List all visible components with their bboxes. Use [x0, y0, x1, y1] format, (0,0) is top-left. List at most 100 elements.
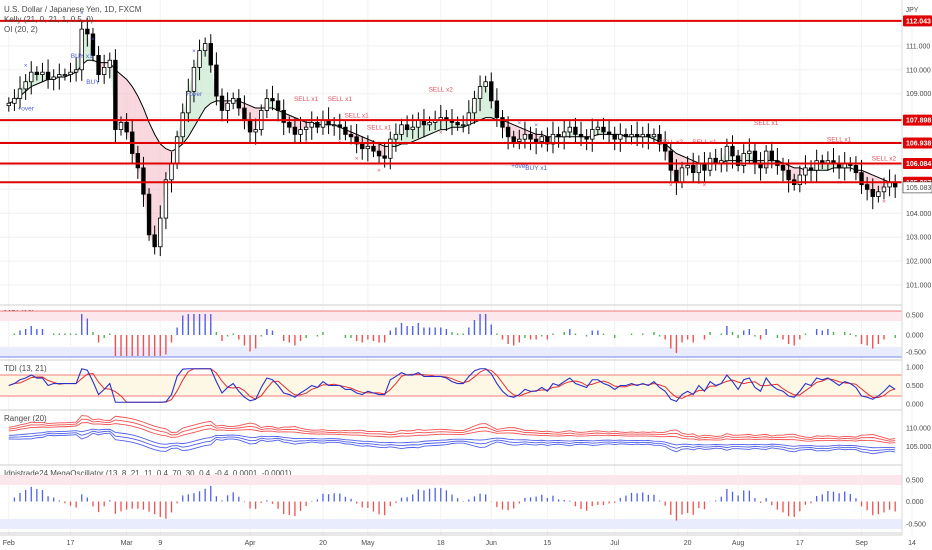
candle-body	[786, 169, 791, 181]
candle-body	[348, 133, 354, 138]
candle-body	[752, 150, 758, 164]
candle-body	[629, 133, 634, 138]
indicator-pane-1: TDI (13, 21)	[0, 364, 902, 411]
candle-body	[696, 162, 702, 174]
candle-body	[331, 124, 337, 127]
signal-label: SELL x2	[872, 156, 897, 163]
candle-body	[489, 81, 494, 102]
candle-body	[881, 186, 887, 193]
candle-body	[23, 81, 28, 90]
candle-body	[68, 71, 73, 75]
time-tick-label: 17	[796, 540, 804, 547]
indicator-panes[interactable]: MSI (10) TDI (13, 21) Ranger (20) Idnistrad…	[0, 309, 902, 534]
candle-body	[12, 98, 17, 104]
time-tick-label: 17	[67, 540, 75, 547]
candle-body	[741, 153, 746, 166]
candle-body	[124, 122, 129, 133]
candle-body	[399, 124, 404, 135]
candle-body	[724, 145, 730, 162]
upper-band	[0, 311, 902, 321]
candle-body	[236, 98, 242, 109]
signal-x-mark: ×	[80, 10, 84, 17]
candle-body	[668, 150, 673, 171]
level-badge-label: 107.898	[906, 118, 931, 125]
candle-body	[562, 131, 567, 138]
time-tick-label: 20	[319, 540, 327, 547]
candle-body	[640, 133, 645, 138]
level-badge	[903, 15, 932, 27]
candle-body	[253, 129, 258, 133]
time-tick-label: Feb	[3, 540, 15, 547]
ranger-band-line	[8, 432, 896, 455]
cloud-segment	[485, 81, 492, 118]
candle-body	[62, 74, 68, 76]
ranger-band-line	[8, 430, 896, 452]
cloud-segment	[121, 74, 127, 132]
candle-body	[180, 112, 185, 138]
currency-label: JPY	[906, 7, 919, 14]
time-tick-label: Mar	[121, 540, 134, 547]
candle-body	[573, 126, 578, 135]
candle-body	[685, 165, 690, 169]
candle-body	[634, 133, 640, 138]
pane-title: Ranger (20)	[4, 414, 47, 423]
candle-body	[427, 122, 432, 126]
ranger-band-line	[8, 415, 896, 440]
candle-body	[343, 126, 348, 135]
candle-body	[191, 67, 197, 92]
level-badge-label: 106.084	[906, 161, 931, 168]
candle-body	[197, 50, 202, 68]
candle-body	[337, 124, 342, 128]
candle-body	[247, 119, 253, 133]
signal-label: BUY x1	[71, 53, 93, 60]
candle-body	[522, 133, 528, 140]
candle-body	[859, 172, 864, 185]
candle-body	[533, 138, 539, 142]
candle-body	[320, 119, 326, 128]
candle-body	[40, 71, 45, 75]
candle-body	[870, 188, 875, 197]
pane-tick-label: 0.000	[906, 499, 924, 506]
cloud-segment	[496, 117, 503, 128]
candle-body	[6, 102, 12, 107]
candle-body	[152, 234, 157, 248]
cloud-segment	[272, 100, 279, 111]
price-axis[interactable]: 111.000110.000109.000108.000107.000106.0…	[901, 0, 932, 535]
candle-body	[472, 98, 477, 114]
signal-label: SELL x2	[429, 86, 454, 93]
candle-body	[158, 217, 163, 248]
pane-tick-label: -0.500	[906, 350, 926, 357]
candle-body	[146, 193, 152, 236]
time-tick-label: Jun	[486, 540, 497, 547]
signal-x-mark: ×	[703, 182, 707, 189]
candle-body	[45, 71, 51, 80]
candle-body	[163, 179, 169, 219]
last-price-badge	[902, 181, 932, 194]
candle-body	[780, 165, 786, 171]
time-axis[interactable]: Feb 17 Mar 9 Apr 20 May 18 Jun 15 Jul 20 Aug 17 Sep 14	[0, 534, 916, 547]
candle-body	[287, 122, 292, 128]
cloud-segment	[519, 127, 525, 140]
candle-body	[623, 133, 629, 138]
candle-body	[85, 28, 90, 35]
pane-tick-label: 0.500	[906, 313, 924, 320]
candle-body	[528, 133, 533, 140]
candle-body	[735, 155, 741, 166]
signal-label: BUY x1	[525, 165, 547, 172]
cloud-segment	[682, 155, 688, 168]
candle-body	[410, 126, 415, 130]
signal-label: BUY	[86, 79, 100, 86]
candle-body	[567, 126, 573, 133]
candle-body	[360, 143, 365, 150]
candle-body	[679, 167, 685, 183]
candle-body	[174, 136, 180, 164]
candle-body	[186, 90, 191, 114]
candle-body	[73, 69, 79, 73]
price-pane[interactable]: +over×BUY x1×BUY×+over×SELL x1×SELL x1×S…	[0, 0, 932, 306]
signal-label: SELL x1	[328, 96, 353, 103]
level-badge	[903, 137, 932, 149]
signal-x-mark: ×	[355, 156, 359, 163]
candle-body	[713, 157, 718, 164]
ranger-band-line	[8, 428, 896, 449]
